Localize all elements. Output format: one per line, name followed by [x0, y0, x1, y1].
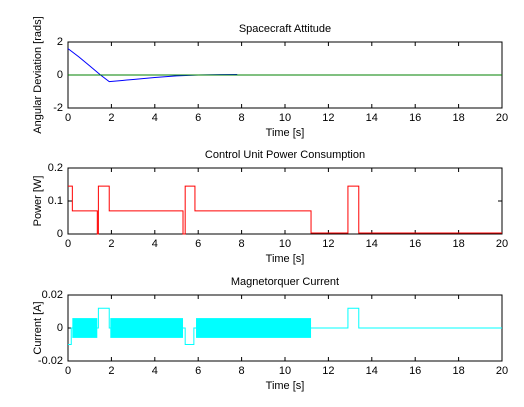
series-line: [68, 307, 502, 345]
x-tick-label: 4: [152, 112, 158, 124]
y-tick-label: 0.2: [48, 162, 63, 174]
x-tick-label: 12: [322, 238, 334, 250]
x-axis-label: Time [s]: [266, 253, 305, 265]
y-tick-label: -2: [53, 102, 63, 114]
x-tick-label: 18: [452, 238, 464, 250]
x-tick-label: 14: [366, 238, 378, 250]
x-tick-label: 6: [195, 112, 201, 124]
x-tick-label: 2: [108, 112, 114, 124]
x-tick-label: 20: [496, 238, 508, 250]
x-tick-label: 8: [239, 112, 245, 124]
x-tick-label: 16: [409, 365, 421, 377]
x-tick-label: 4: [152, 238, 158, 250]
x-tick-label: 8: [239, 238, 245, 250]
x-tick-label: 0: [65, 365, 71, 377]
x-tick-label: 16: [409, 238, 421, 250]
x-tick-label: 12: [322, 365, 334, 377]
x-tick-label: 0: [65, 112, 71, 124]
y-axis-label: Current [A]: [32, 301, 44, 354]
x-tick-label: 14: [366, 365, 378, 377]
y-tick-label: 0: [57, 322, 63, 334]
x-tick-label: 10: [279, 238, 291, 250]
x-tick-label: 18: [452, 365, 464, 377]
x-tick-label: 16: [409, 112, 421, 124]
x-tick-label: 6: [195, 365, 201, 377]
x-tick-label: 20: [496, 112, 508, 124]
y-axis-label: Power [W]: [32, 176, 44, 227]
x-tick-label: 2: [108, 365, 114, 377]
y-tick-label: 0.1: [48, 195, 63, 207]
x-axis-label: Time [s]: [266, 380, 305, 392]
x-axis-label: Time [s]: [266, 127, 305, 139]
chart-title: Control Unit Power Consumption: [205, 149, 365, 161]
x-tick-label: 14: [366, 112, 378, 124]
series-line: [68, 185, 502, 235]
x-tick-label: 8: [239, 365, 245, 377]
chart-title: Spacecraft Attitude: [239, 23, 331, 35]
x-tick-label: 0: [65, 238, 71, 250]
x-tick-label: 4: [152, 365, 158, 377]
y-tick-label: -0.02: [38, 355, 63, 367]
y-tick-label: 0: [57, 228, 63, 240]
y-tick-label: 2: [57, 36, 63, 48]
x-tick-label: 20: [496, 365, 508, 377]
y-tick-label: 0.02: [42, 289, 63, 301]
x-tick-label: 18: [452, 112, 464, 124]
y-tick-label: 0: [57, 69, 63, 81]
x-tick-label: 6: [195, 238, 201, 250]
x-tick-label: 10: [279, 112, 291, 124]
x-tick-label: 12: [322, 112, 334, 124]
chart-title: Magnetorquer Current: [231, 276, 339, 288]
x-tick-label: 10: [279, 365, 291, 377]
x-tick-label: 2: [108, 238, 114, 250]
y-axis-label: Angular Deviation [rads]: [32, 16, 44, 133]
axes-box: [67, 167, 503, 235]
